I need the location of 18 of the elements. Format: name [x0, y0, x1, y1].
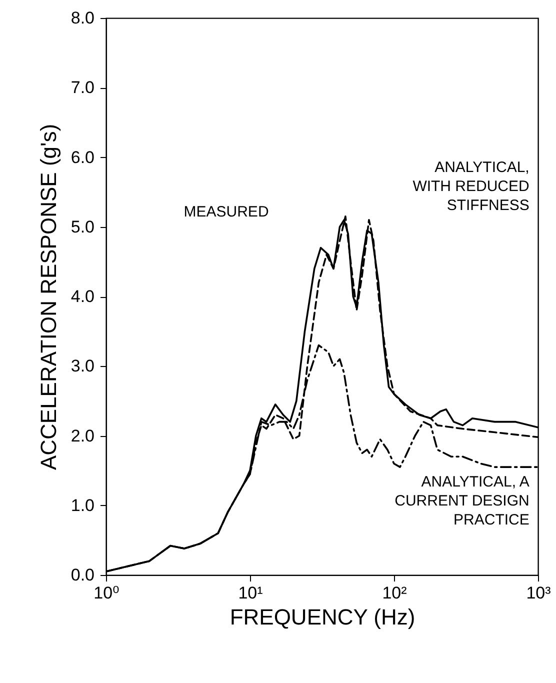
y-tick-label: 1.0	[70, 496, 94, 515]
x-tick-label: 10⁰	[94, 584, 120, 602]
y-tick-label: 0.0	[70, 566, 94, 584]
y-tick-label: 2.0	[70, 426, 94, 446]
y-axis-title: ACCELERATION RESPONSE (g's)	[36, 124, 61, 470]
y-tick-label: 4.0	[70, 287, 94, 306]
y-tick-label: 3.0	[70, 356, 94, 376]
x-axis-title: FREQUENCY (Hz)	[230, 604, 416, 630]
annotation: MEASURED	[184, 204, 269, 221]
annotation: ANALYTICAL, A CURRENT DESIGN PRACTICE	[394, 474, 530, 529]
y-tick-label: 7.0	[70, 78, 94, 98]
y-tick-label: 6.0	[70, 148, 94, 167]
y-tick-label: 8.0	[70, 8, 94, 28]
x-tick-label: 10³	[526, 584, 552, 602]
x-tick-label: 10¹	[238, 584, 264, 602]
x-tick-label: 10²	[382, 584, 408, 602]
y-tick-label: 5.0	[70, 217, 94, 236]
annotation: ANALYTICAL, WITH REDUCED STIFFNESS	[412, 159, 530, 214]
